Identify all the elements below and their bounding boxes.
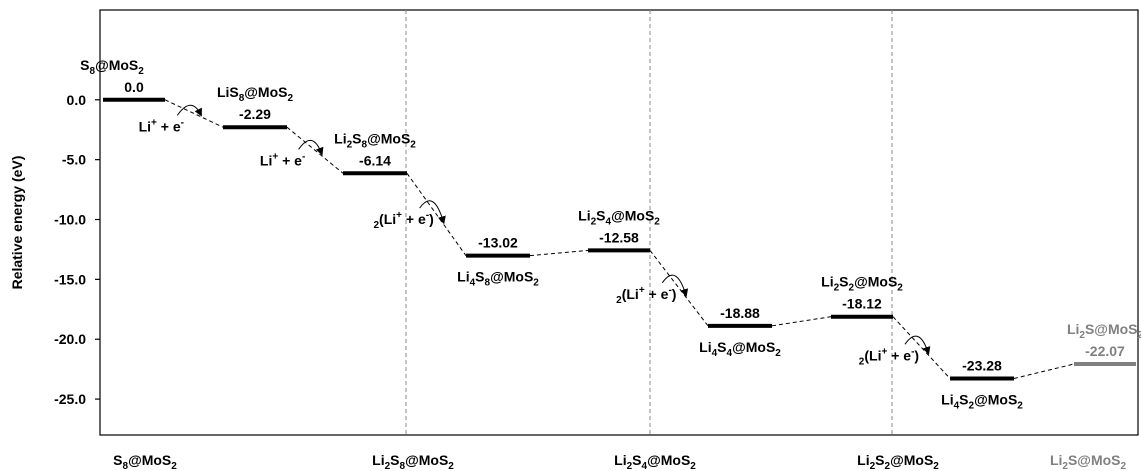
level-value-label: -18.88 (720, 305, 760, 321)
step-arrow (298, 139, 324, 156)
level-name-label: Li2S2@MoS2​ (821, 274, 903, 294)
step-arrow (176, 104, 202, 117)
y-tick-label: -10.0 (54, 212, 86, 228)
x-category-label: Li2S4@MoS2​ (614, 452, 696, 471)
step-label: 2(Li+ + e-) (373, 210, 433, 231)
level-name-label: LiS8@MoS2​ (217, 84, 294, 104)
y-tick-label: 0.0 (67, 92, 87, 108)
step-label: Li+ + e-​ (139, 117, 184, 134)
step-label: Li+ + e-​ (260, 151, 305, 168)
connector-line (164, 99, 224, 128)
level-name-label: Li2S4@MoS2​ (578, 207, 660, 227)
y-tick-label: -20.0 (54, 331, 86, 347)
step-label: 2(Li+ + e-) (616, 285, 676, 306)
x-category-label: Li2S8@MoS2​ (372, 452, 454, 471)
level-value-label: -6.14 (359, 152, 391, 168)
y-tick-label: -15.0 (54, 271, 86, 287)
step-arrow (904, 335, 931, 355)
level-name-label: S8@MoS2​ (80, 57, 144, 77)
x-category-label: Li2S@MoS2​ (1050, 452, 1127, 471)
connector-line (892, 316, 951, 379)
level-value-label: -23.28 (962, 357, 1002, 373)
connector-line (771, 316, 832, 327)
step-arrow (419, 200, 446, 225)
plot-frame (99, 9, 1139, 436)
y-axis-label: Relative energy (eV) (9, 156, 25, 290)
connector-line (406, 173, 467, 256)
level-value-label: -22.07 (1085, 343, 1125, 359)
connector-line (649, 250, 709, 327)
level-value-label: 0.0 (124, 79, 144, 95)
level-name-label: Li2S8@MoS2​ (334, 130, 416, 150)
level-value-label: -18.12 (842, 296, 882, 312)
level-name-label: Li4S8@MoS2​ (457, 269, 539, 289)
connector-line (286, 126, 344, 174)
level-name-label: Li4S2@MoS2​ (941, 391, 1023, 411)
level-name-label: Li4S4@MoS2​ (699, 339, 781, 359)
y-tick-label: -5.0 (62, 152, 86, 168)
connector-line (1013, 363, 1075, 379)
level-value-label: -13.02 (478, 235, 518, 251)
y-tick-label: -25.0 (54, 391, 86, 407)
level-name-label: Li2S@MoS2​ (1067, 321, 1141, 341)
step-label: 2(Li+ + e-) (859, 346, 919, 367)
level-value-label: -12.58 (599, 229, 639, 245)
x-category-label: S8@MoS2​ (113, 452, 177, 471)
step-arrow (661, 274, 689, 298)
connector-line (529, 249, 589, 257)
level-value-label: -2.29 (239, 106, 271, 122)
x-category-label: Li2S2@MoS2​ (857, 452, 939, 471)
